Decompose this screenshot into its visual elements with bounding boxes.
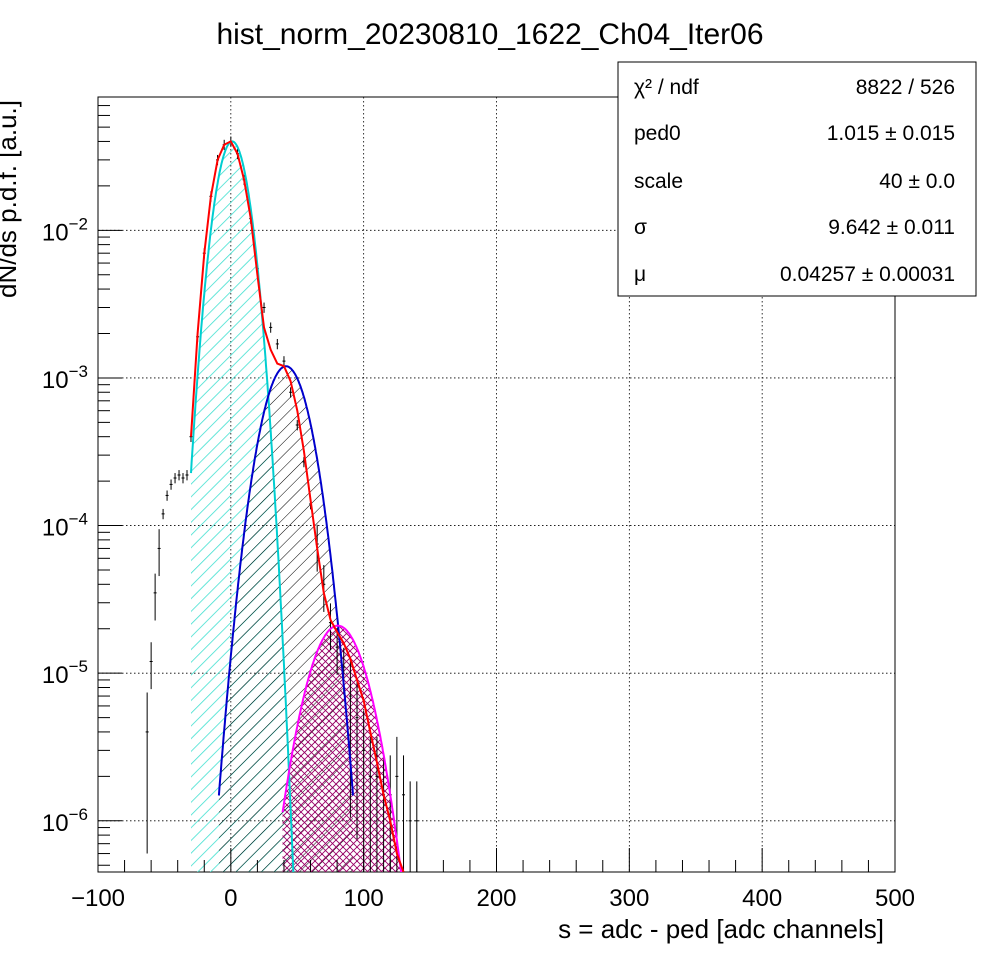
stats-value: 0.04257 ± 0.00031 [780, 263, 955, 286]
y-tick-label: 10−6 [42, 805, 88, 837]
chart-title: hist_norm_20230810_1622_Ch04_Iter06 [216, 18, 763, 51]
stats-value: 8822 / 526 [856, 76, 955, 99]
stats-key: σ [634, 216, 647, 239]
stats-key: scale [634, 170, 683, 193]
component-curve-1 [217, 365, 354, 796]
y-tick-label: 10−2 [42, 214, 88, 246]
stats-value: 1.015 ± 0.015 [827, 122, 955, 145]
data-points [145, 136, 419, 872]
component-fills [191, 141, 402, 872]
axes: −100 0 100 200 300 400 500 10−6 10−5 10−4 10−3 10−2 [42, 96, 915, 912]
stats-value: 9.642 ± 0.011 [828, 216, 955, 239]
stats-key: μ [634, 263, 646, 286]
component-curve-2 [281, 624, 403, 872]
stats-key: ped0 [634, 122, 681, 145]
component-curve-0 [190, 140, 295, 872]
stats-box-frame [617, 61, 977, 297]
total-fit-curve [190, 140, 405, 872]
x-tick-label: 400 [742, 885, 782, 912]
stats-box: χ² / ndf 8822 / 526 ped0 1.015 ± 0.015 scale… [617, 61, 977, 297]
stats-value: 40 ± 0.0 [879, 170, 955, 193]
x-tick-label: 500 [875, 885, 915, 912]
stats-key: χ² / ndf [634, 76, 699, 99]
component-fill-2 [282, 625, 402, 872]
x-tick-label: 200 [476, 885, 516, 912]
fit-curves [190, 140, 405, 872]
x-tick-label: −100 [71, 885, 125, 912]
y-axis-label: dN/ds p.d.f. [a.u.] [0, 100, 22, 298]
x-axis-label: s = adc - ped [adc channels] [558, 914, 884, 944]
y-tick-label: 10−4 [42, 510, 88, 542]
x-tick-label: 300 [609, 885, 649, 912]
x-tick-label: 0 [224, 885, 237, 912]
x-tick-label: 100 [344, 885, 384, 912]
y-tick-label: 10−3 [42, 362, 88, 394]
y-tick-label: 10−5 [42, 657, 88, 689]
